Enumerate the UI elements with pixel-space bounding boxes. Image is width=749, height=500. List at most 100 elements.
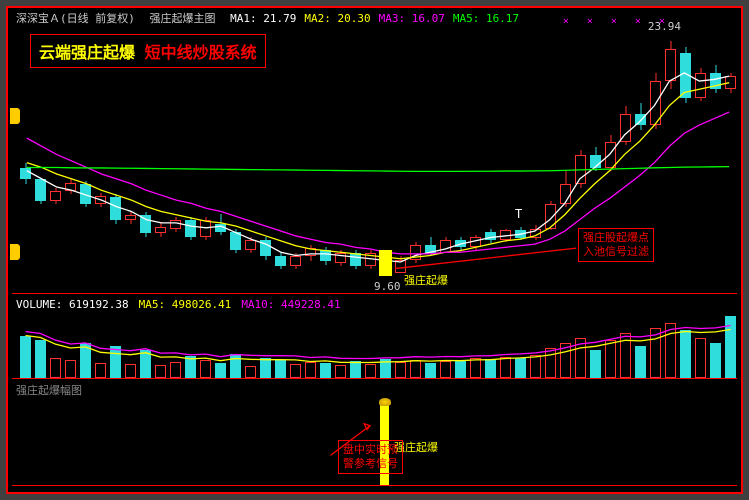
candle[interactable]	[230, 24, 241, 294]
explosion-highlight	[379, 250, 392, 276]
candle[interactable]	[20, 24, 31, 294]
candle[interactable]	[290, 24, 301, 294]
candle[interactable]	[110, 24, 121, 294]
volume-bar[interactable]	[335, 365, 346, 378]
volume-bar[interactable]	[65, 360, 76, 378]
volume-bar[interactable]	[110, 346, 121, 378]
volume-bar[interactable]	[530, 355, 541, 378]
volume-bar[interactable]	[215, 363, 226, 378]
volume-bar[interactable]	[230, 354, 241, 378]
volume-bar[interactable]	[410, 360, 421, 378]
candle[interactable]	[260, 24, 271, 294]
volume-bar[interactable]	[575, 338, 586, 378]
volume-bar[interactable]	[125, 364, 136, 378]
candle[interactable]	[410, 24, 421, 294]
goldcup-icon	[379, 398, 391, 406]
volume-bar[interactable]	[620, 333, 631, 378]
volume-bar[interactable]	[350, 361, 361, 378]
candle[interactable]	[695, 24, 706, 294]
candle[interactable]	[395, 24, 406, 294]
candle[interactable]	[680, 24, 691, 294]
volume-bar[interactable]	[635, 346, 646, 378]
candle[interactable]	[245, 24, 256, 294]
volume-bar[interactable]	[80, 343, 91, 378]
volume-bar[interactable]	[665, 323, 676, 378]
candle[interactable]	[80, 24, 91, 294]
candle[interactable]	[710, 24, 721, 294]
candle[interactable]	[50, 24, 61, 294]
volume-bar[interactable]	[590, 350, 601, 378]
candle[interactable]	[500, 24, 511, 294]
volume-bar[interactable]	[320, 363, 331, 378]
volume-bar[interactable]	[245, 366, 256, 378]
candle[interactable]	[65, 24, 76, 294]
left-handle-1[interactable]	[10, 108, 20, 124]
volume-bar[interactable]	[275, 360, 286, 378]
candle[interactable]	[530, 24, 541, 294]
volume-bar[interactable]	[455, 360, 466, 378]
volume-bar[interactable]	[725, 316, 736, 378]
volume-bar[interactable]	[20, 336, 31, 378]
volume-bar[interactable]	[680, 330, 691, 378]
volume-bar[interactable]	[95, 363, 106, 378]
volume-bar[interactable]	[50, 358, 61, 378]
candle[interactable]	[170, 24, 181, 294]
volume-bar[interactable]	[155, 365, 166, 378]
candle[interactable]	[155, 24, 166, 294]
volume-bar[interactable]	[395, 362, 406, 378]
candle[interactable]	[140, 24, 151, 294]
price-low-label: 9.60	[374, 280, 401, 293]
t-marker: T	[515, 207, 522, 221]
candle[interactable]	[560, 24, 571, 294]
volume-bar[interactable]	[470, 358, 481, 378]
candle[interactable]	[125, 24, 136, 294]
candle[interactable]	[335, 24, 346, 294]
volume-bar[interactable]	[710, 343, 721, 378]
vol-ma5: MA5: 498026.41	[139, 298, 232, 311]
volume-bar[interactable]	[500, 357, 511, 378]
volume-bar[interactable]	[545, 348, 556, 378]
candle[interactable]	[425, 24, 436, 294]
candle[interactable]	[350, 24, 361, 294]
volume-bar[interactable]	[365, 364, 376, 378]
volume-bar[interactable]	[380, 359, 391, 378]
candle[interactable]	[455, 24, 466, 294]
volume-bar[interactable]	[695, 338, 706, 378]
candle[interactable]	[515, 24, 526, 294]
volume-bar[interactable]	[260, 358, 271, 378]
candle[interactable]	[470, 24, 481, 294]
candle[interactable]	[320, 24, 331, 294]
candle[interactable]	[275, 24, 286, 294]
candle[interactable]	[305, 24, 316, 294]
candle[interactable]	[725, 24, 736, 294]
volume-bar[interactable]	[35, 340, 46, 378]
volume-bar[interactable]	[305, 362, 316, 378]
volume-bar[interactable]	[605, 340, 616, 378]
volume-bar[interactable]	[650, 328, 661, 378]
volume-bar[interactable]	[185, 356, 196, 378]
candle[interactable]	[215, 24, 226, 294]
volume-bar[interactable]	[560, 343, 571, 378]
volume-bar[interactable]	[515, 358, 526, 378]
candle[interactable]	[545, 24, 556, 294]
candle[interactable]	[35, 24, 46, 294]
left-handle-2[interactable]	[10, 244, 20, 260]
volume-bar[interactable]	[485, 359, 496, 378]
candle[interactable]	[440, 24, 451, 294]
volume-bar[interactable]	[440, 361, 451, 378]
volume-header: VOLUME: 619192.38MA5: 498026.41MA10: 449…	[16, 298, 351, 311]
candle[interactable]	[665, 24, 676, 294]
candle[interactable]	[95, 24, 106, 294]
candle[interactable]	[200, 24, 211, 294]
vol-vol: VOLUME: 619192.38	[16, 298, 129, 311]
candle[interactable]	[185, 24, 196, 294]
candle[interactable]	[485, 24, 496, 294]
volume-bar[interactable]	[425, 363, 436, 378]
volume-bar[interactable]	[170, 362, 181, 378]
candle[interactable]	[365, 24, 376, 294]
volume-bar[interactable]	[290, 364, 301, 378]
price-high-label: 23.94	[648, 20, 681, 33]
volume-bar[interactable]	[200, 360, 211, 378]
volume-chart[interactable]	[12, 312, 737, 379]
volume-bar[interactable]	[140, 350, 151, 378]
